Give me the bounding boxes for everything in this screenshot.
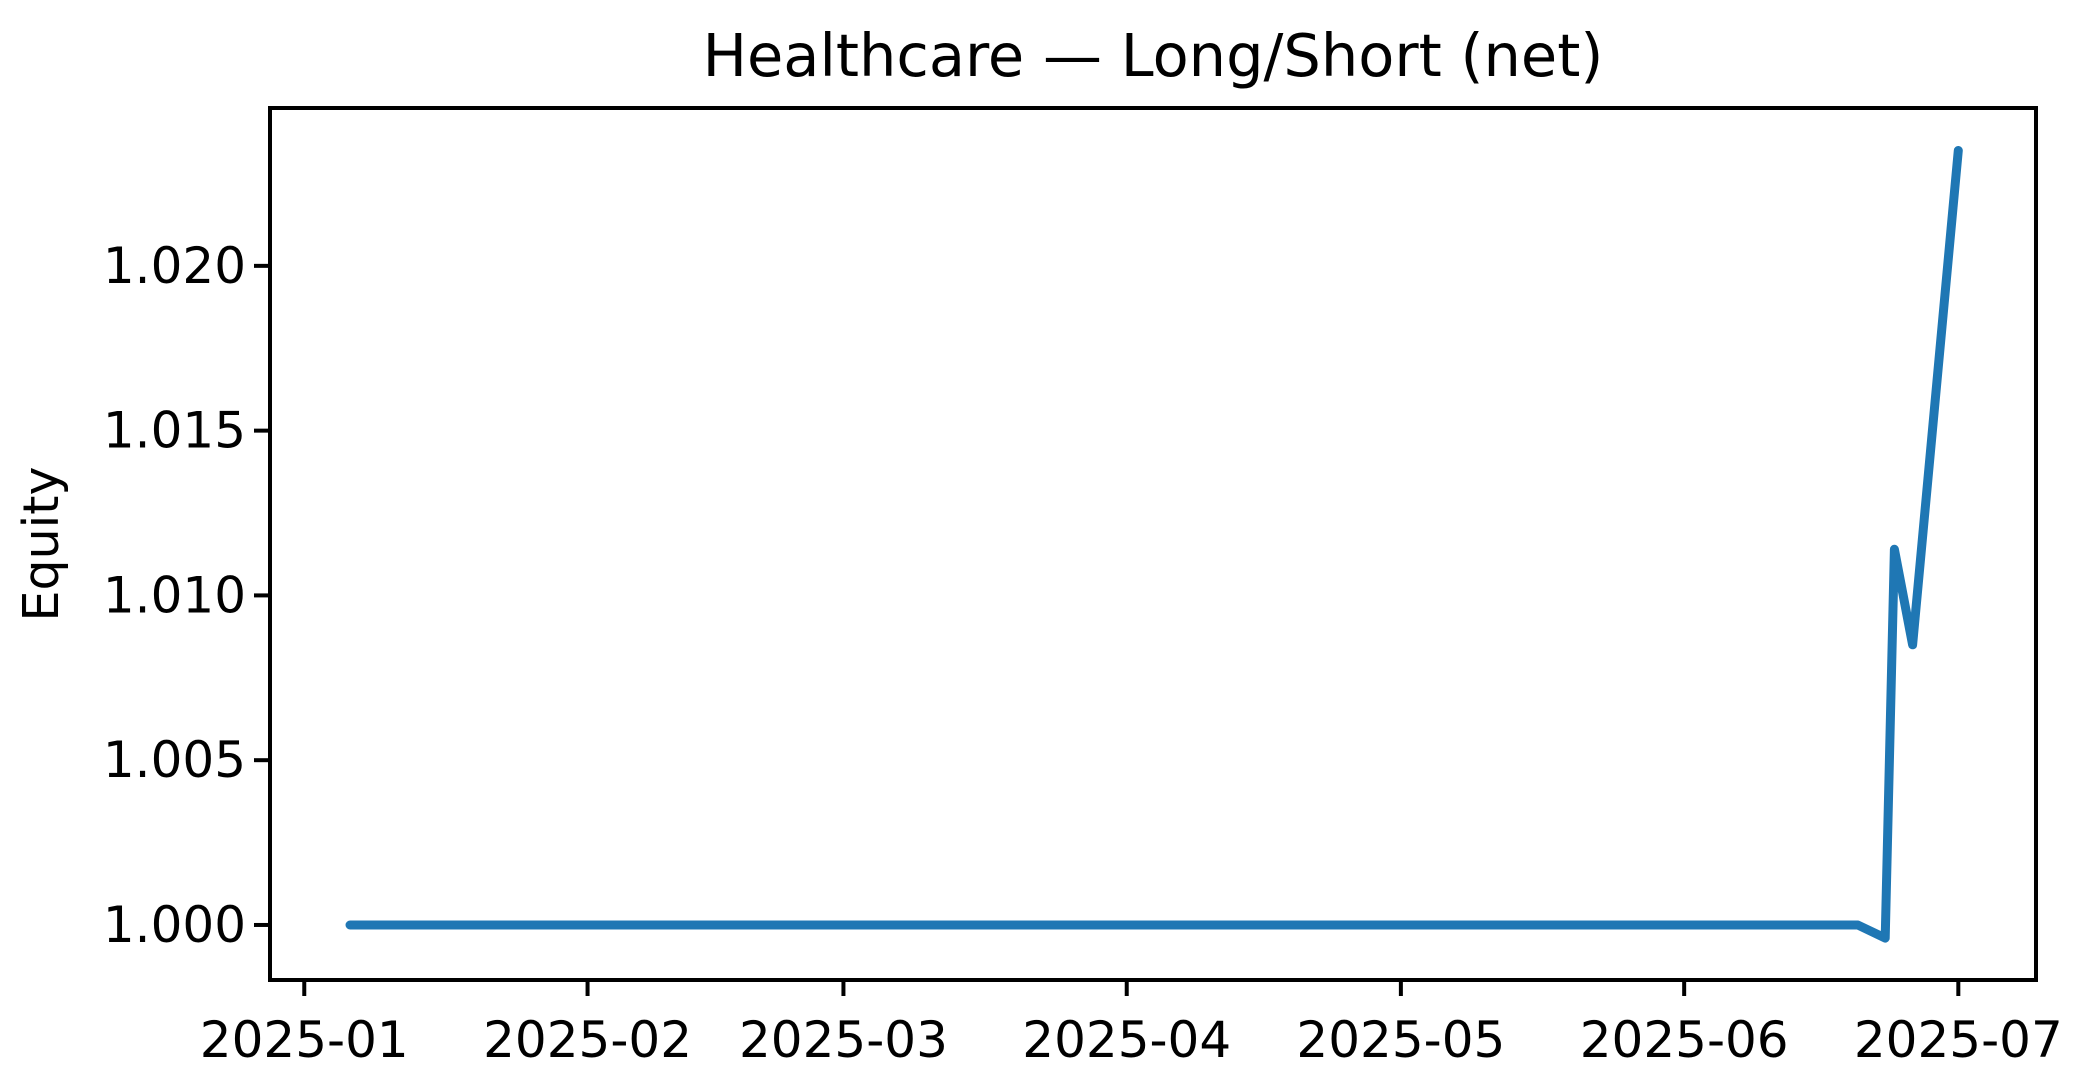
x-tick-label: 2025-07 [1854, 1011, 2063, 1069]
x-tick-label: 2025-06 [1580, 1011, 1789, 1069]
x-tick-label: 2025-01 [200, 1011, 409, 1069]
y-tick-label: 1.010 [103, 566, 246, 624]
x-tick-label: 2025-02 [483, 1011, 692, 1069]
x-axis-ticks: 2025-01 2025-02 2025-03 2025-04 2025-05 2025-… [200, 980, 2063, 1069]
axes-border [268, 106, 2038, 982]
y-axis-label: Equity [13, 467, 70, 622]
chart-title: Healthcare — Long/Short (net) [703, 21, 1604, 90]
y-axis-ticks: 1.000 1.005 1.010 1.015 1.020 [103, 237, 270, 954]
x-tick-label: 2025-03 [739, 1011, 948, 1069]
y-tick-label: 1.000 [103, 896, 246, 954]
y-tick-label: 1.020 [103, 237, 246, 295]
equity-line [345, 146, 1963, 943]
x-tick-label: 2025-04 [1022, 1011, 1231, 1069]
plot-area [270, 108, 2036, 980]
y-tick-label: 1.015 [103, 402, 246, 460]
x-tick-label: 2025-05 [1296, 1011, 1505, 1069]
y-tick-label: 1.005 [103, 731, 246, 789]
